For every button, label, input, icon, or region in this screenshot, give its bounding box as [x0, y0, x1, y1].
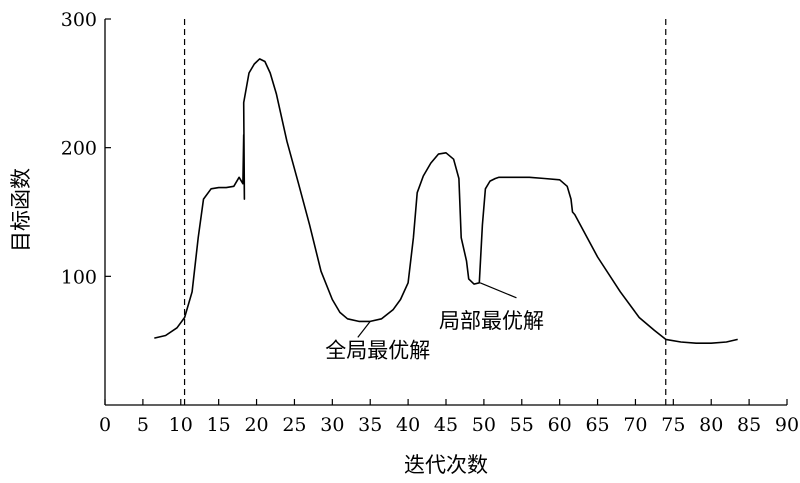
y-axis-title: 目标函数	[9, 168, 33, 252]
y-tick-label: 300	[61, 9, 97, 31]
y-ticks: 100 200 300	[61, 9, 111, 288]
x-tick-label: 70	[623, 414, 647, 436]
y-tick-label: 100	[61, 266, 97, 288]
annotation-leader	[357, 320, 371, 338]
x-tick-label: 25	[282, 414, 306, 436]
x-ticks: 0 5 10 15 20 25 30 35 40 45 50 55 60 65 70 75 80 85 90	[99, 399, 799, 436]
x-tick-label: 50	[472, 414, 496, 436]
y-tick-label: 200	[61, 138, 97, 160]
x-axis-title: 迭代次数	[404, 453, 488, 477]
axes	[104, 19, 787, 406]
x-tick-label: 30	[320, 414, 344, 436]
annotation-label: 全局最优解	[325, 338, 430, 362]
x-tick-label: 45	[434, 414, 458, 436]
x-tick-label: 40	[396, 414, 420, 436]
x-tick-label: 90	[775, 414, 799, 436]
x-tick-label: 65	[585, 414, 609, 436]
annotation-leader	[479, 282, 517, 299]
x-tick-label: 75	[661, 414, 685, 436]
x-tick-label: 60	[548, 414, 572, 436]
x-tick-label: 80	[699, 414, 723, 436]
annotation-label: 局部最优解	[439, 309, 544, 333]
x-tick-label: 85	[737, 414, 761, 436]
x-tick-label: 10	[169, 414, 193, 436]
x-tick-label: 0	[99, 414, 111, 436]
reference-lines	[183, 19, 667, 405]
series-line	[154, 58, 738, 345]
x-tick-label: 55	[510, 414, 534, 436]
x-tick-label: 20	[244, 414, 268, 436]
x-tick-label: 35	[358, 414, 382, 436]
series-group	[154, 58, 738, 345]
x-tick-label: 15	[207, 414, 231, 436]
x-tick-label: 5	[137, 414, 149, 436]
